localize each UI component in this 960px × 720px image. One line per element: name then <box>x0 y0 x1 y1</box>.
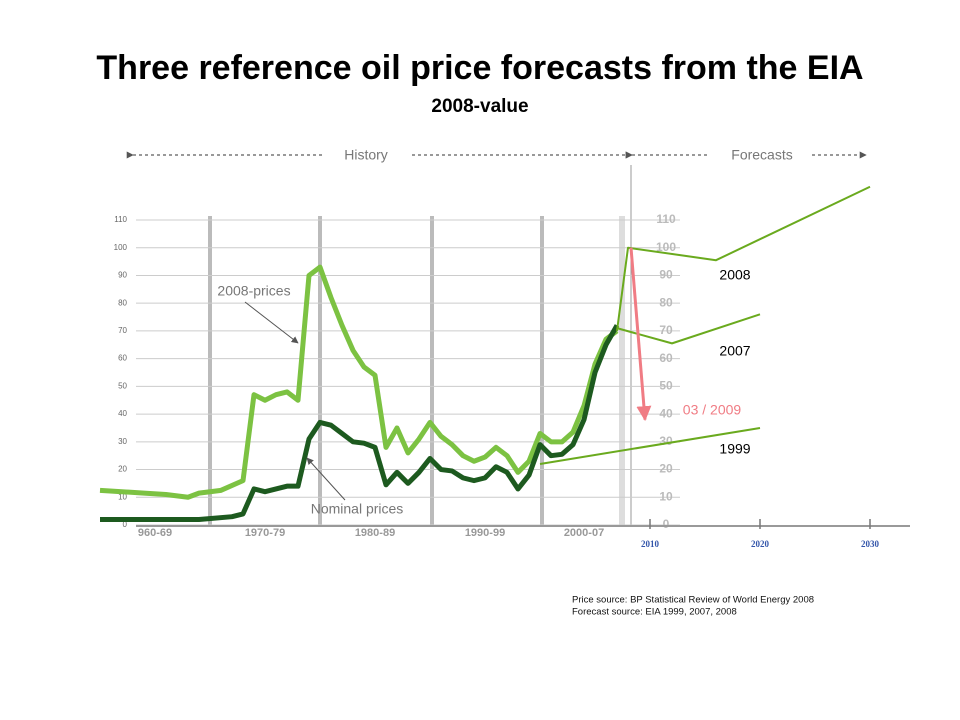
series-label: 1999 <box>719 441 750 457</box>
series-line <box>616 185 871 332</box>
y-tick-label: 110 <box>114 215 127 224</box>
price-source: Price source: BP Statistical Review of W… <box>572 595 814 606</box>
y-tick-label: 100 <box>114 243 128 252</box>
series-line <box>539 426 761 465</box>
subtitle: 2008-value <box>431 96 528 117</box>
series-line <box>100 324 620 522</box>
y-tick-label: 40 <box>118 409 127 418</box>
x-tick-label: 2030 <box>861 539 880 549</box>
y-tick-label: 70 <box>118 326 127 335</box>
y2-tick-label: 10 <box>659 489 673 503</box>
y2-tick-label: 20 <box>659 462 673 476</box>
y2-tick-label: 30 <box>659 434 673 448</box>
series-line <box>99 264 619 500</box>
y-tick-label: 60 <box>118 354 127 363</box>
y2-tick-label: 0 <box>663 517 670 531</box>
y-tick-label: 50 <box>118 381 127 390</box>
x-tick-label: 1970-79 <box>245 527 285 539</box>
x-tick-label: 2000-07 <box>564 527 604 539</box>
forecast-source: Forecast source: EIA 1999, 2007, 2008 <box>572 607 737 618</box>
y-tick-label: 90 <box>118 271 127 280</box>
x-tick-label: 2010 <box>641 539 660 549</box>
label-arrow <box>244 301 299 344</box>
y-tick-label: 20 <box>118 465 127 474</box>
y2-tick-label: 110 <box>656 212 676 226</box>
forecasts-label: Forecasts <box>731 147 792 163</box>
series-label: 2008 <box>719 267 750 283</box>
x-tick-label: 960-69 <box>138 527 172 539</box>
drop-label: 03 / 2009 <box>683 402 742 418</box>
decade-bands <box>208 165 632 526</box>
label-arrow <box>306 457 346 501</box>
series-label: 2007 <box>719 343 750 359</box>
drop-arrow <box>629 247 652 422</box>
y-tick-label: 30 <box>118 437 127 446</box>
series-line <box>616 313 761 345</box>
y2-tick-label: 40 <box>659 406 673 420</box>
series-label: Nominal prices <box>311 501 404 517</box>
y2-tick-label: 50 <box>659 379 673 393</box>
y2-tick-label: 100 <box>656 240 676 254</box>
y2-tick-label: 80 <box>659 295 673 309</box>
y-tick-label: 10 <box>118 492 127 501</box>
x-tick-label: 2020 <box>751 539 770 549</box>
y2-tick-label: 60 <box>659 351 673 365</box>
series-label: 2008-prices <box>217 283 290 299</box>
history-label: History <box>344 147 388 163</box>
y2-tick-label: 90 <box>659 268 673 282</box>
x-tick-label: 1990-99 <box>465 527 505 539</box>
y-tick-label: 80 <box>118 298 127 307</box>
y-tick-label: 0 <box>123 520 128 529</box>
x-tick-label: 1980-89 <box>355 527 395 539</box>
y2-tick-label: 70 <box>659 323 673 337</box>
title: Three reference oil price forecasts from… <box>96 49 863 87</box>
